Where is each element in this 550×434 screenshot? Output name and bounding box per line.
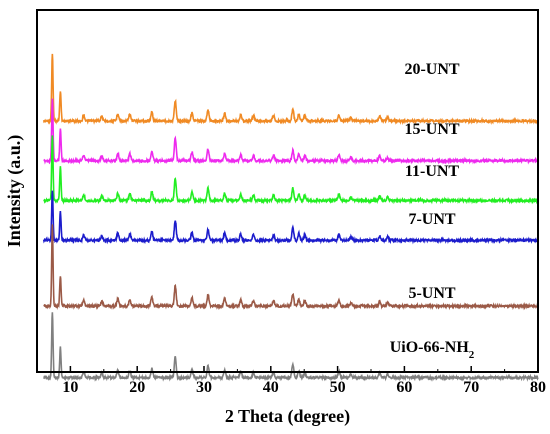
- series-labels-group: 20-UNT 15-UNT 11-UNT 7-UNT 5-UNT UiO-66-NH2: [390, 61, 475, 361]
- x-tick-label: 10: [62, 379, 78, 396]
- x-tick-label: 70: [463, 379, 479, 396]
- x-tick-label: 60: [396, 379, 412, 396]
- y-axis-title: Intensity (a.u.): [4, 135, 25, 248]
- series-line-7-unt: [42, 190, 539, 245]
- x-tick-label: 50: [330, 379, 346, 396]
- series-label-5-unt: 5-UNT: [408, 285, 455, 302]
- series-line-20-unt: [42, 53, 539, 126]
- x-tick-label: 20: [129, 379, 145, 396]
- x-tick-label: 30: [196, 379, 212, 396]
- x-axis-title: 2 Theta (degree): [225, 406, 350, 427]
- x-tick-label: 80: [530, 379, 546, 396]
- series-label-uio-66-nh2: UiO-66-NH2: [390, 339, 475, 361]
- series-label-7-unt: 7-UNT: [408, 211, 455, 228]
- traces-group: [42, 53, 539, 382]
- series-line-11-unt: [43, 135, 539, 205]
- plot-frame: [36, 9, 539, 373]
- series-line-5-unt: [43, 224, 539, 311]
- series-label-11-unt: 11-UNT: [405, 163, 460, 180]
- x-tick-label: 40: [263, 379, 279, 396]
- series-label-20-unt: 20-UNT: [404, 61, 459, 78]
- axes-group: 10 20 30 40 50 60 70 80: [36, 9, 546, 396]
- series-label-15-unt: 15-UNT: [404, 121, 459, 138]
- series-line-uio-66-nh2: [43, 312, 539, 382]
- series-line-15-unt: [43, 98, 539, 165]
- x-ticks: 10 20 30 40 50 60 70 80: [36, 366, 546, 396]
